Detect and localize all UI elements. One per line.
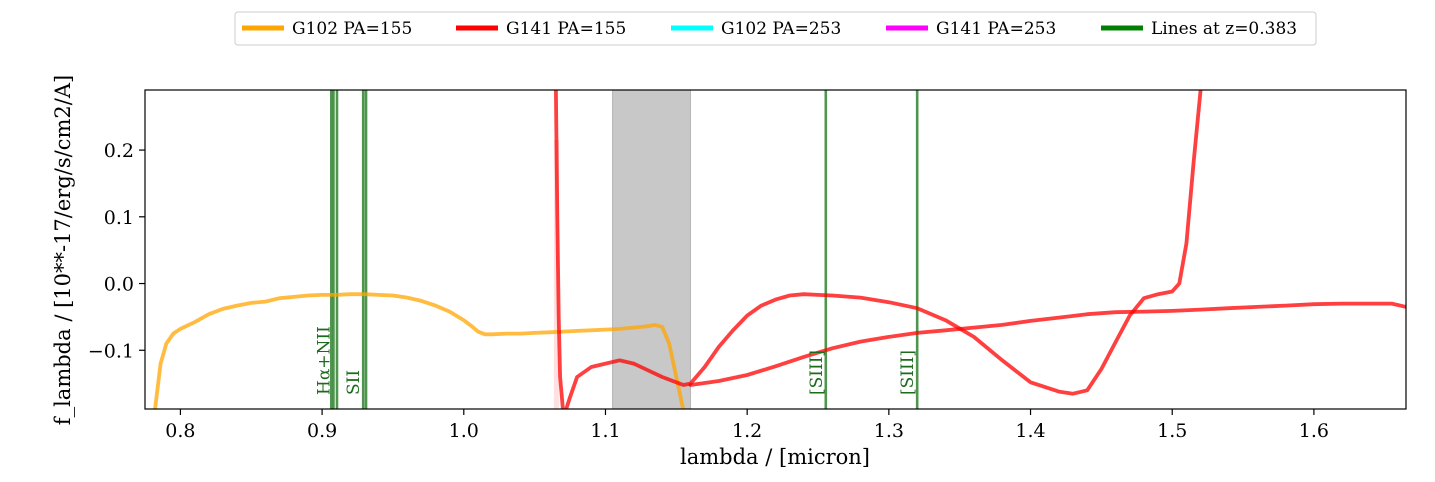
plot-area: Hα+NII SII [SIII] [SIII] — [153, 90, 1406, 409]
legend: G102 PA=155 G141 PA=155 G102 PA=253 G141 PA… — [234, 11, 1317, 46]
y-axis: −0.1 0.0 0.1 0.2 — [88, 140, 145, 362]
legend-label-4: Lines at z=0.383 — [1151, 19, 1297, 39]
x-tick-label-5: 1.3 — [874, 420, 904, 442]
plot-content: Hα+NII SII [SIII] [SIII] — [153, 90, 1406, 409]
x-tick-label-4: 1.2 — [732, 420, 762, 442]
series-line-1 — [554, 90, 1203, 409]
x-tick-label-3: 1.1 — [590, 420, 620, 442]
y-tick-label-0: −0.1 — [88, 340, 134, 362]
emission-line-label-3: SII — [344, 370, 364, 395]
legend-label-0: G102 PA=155 — [292, 19, 412, 39]
y-tick-label-1: 0.0 — [104, 274, 134, 296]
x-tick-label-6: 1.4 — [1015, 420, 1045, 442]
x-tick-label-2: 1.0 — [449, 420, 479, 442]
series-line-2 — [688, 301, 1406, 387]
y-axis-label: f_lambda / [10**-17/erg/s/cm2/A] — [51, 75, 75, 425]
y-tick-label-2: 0.1 — [104, 207, 134, 229]
emission-line-label-6: [SIII] — [898, 350, 918, 395]
x-tick-label-8: 1.6 — [1299, 420, 1329, 442]
emission-line-label-1: Hα+NII — [314, 326, 334, 395]
y-tick-label-3: 0.2 — [104, 140, 134, 162]
emission-line-label-5: [SIII] — [807, 350, 827, 395]
x-axis: 0.8 0.9 1.0 1.1 1.2 1.3 1.4 1.5 1.6 — [165, 409, 1329, 442]
legend-label-2: G102 PA=253 — [721, 19, 841, 39]
legend-label-3: G141 PA=253 — [936, 19, 1056, 39]
x-tick-label-0: 0.8 — [165, 420, 195, 442]
x-tick-label-1: 0.9 — [307, 420, 337, 442]
x-axis-label: lambda / [micron] — [680, 445, 870, 469]
series-line-0 — [153, 292, 692, 409]
shaded-region — [612, 90, 691, 409]
x-tick-label-7: 1.5 — [1157, 420, 1187, 442]
legend-frame — [234, 11, 1317, 46]
axes-frame — [144, 89, 1407, 410]
legend-label-1: G141 PA=155 — [506, 19, 626, 39]
